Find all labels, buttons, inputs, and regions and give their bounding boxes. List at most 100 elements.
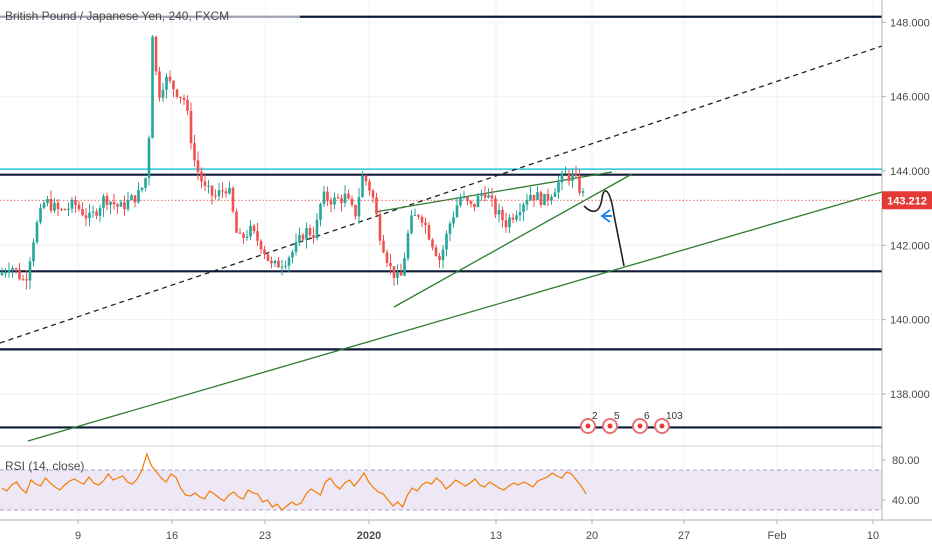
- candle-body: [273, 260, 277, 264]
- rsi-band: [0, 470, 882, 510]
- candle-body: [95, 211, 98, 216]
- candles: [0, 35, 585, 290]
- candle-body: [291, 251, 294, 258]
- candle-body: [144, 178, 147, 188]
- candle-body: [28, 261, 32, 281]
- candle-body: [504, 220, 508, 228]
- event-count: 6: [644, 411, 650, 422]
- event-markers: 2 5 6 103: [580, 411, 683, 434]
- candle-body: [46, 199, 49, 204]
- horizontal-levels: [0, 15, 882, 429]
- candle-body: [158, 71, 161, 98]
- candle-body: [567, 173, 571, 181]
- candle-body: [434, 247, 438, 256]
- candle-body: [119, 202, 123, 207]
- trend-drawings: [0, 45, 883, 442]
- chart-title: British Pound / Japanese Yen, 240, FXCM: [5, 9, 229, 23]
- candle-body: [277, 260, 280, 268]
- candle-body: [364, 175, 368, 182]
- candle-body: [532, 194, 536, 201]
- candle-body: [431, 239, 434, 248]
- candle-body: [193, 143, 196, 161]
- candle-body: [312, 235, 315, 239]
- candle-body: [578, 176, 581, 193]
- time-tick-label: Feb: [768, 530, 787, 542]
- time-tick-label: 20: [586, 530, 598, 542]
- candle-body: [301, 234, 305, 240]
- candle-body: [256, 231, 259, 241]
- candle-body: [287, 257, 291, 266]
- event-marker-dot: [637, 423, 643, 429]
- candle-body: [81, 209, 84, 216]
- candle-body: [39, 207, 42, 223]
- candle-body: [382, 240, 385, 253]
- rsi-tick-label: 80.00: [892, 455, 920, 467]
- price-axis: [882, 0, 932, 520]
- candle-body: [123, 202, 126, 210]
- candle-body: [130, 195, 133, 201]
- candle-body: [63, 209, 67, 211]
- time-tick-label: 9: [75, 530, 81, 542]
- time-tick-label: 13: [490, 530, 502, 542]
- wedge-lower-line: [393, 173, 633, 308]
- candle-body: [60, 209, 63, 211]
- candle-body: [105, 196, 109, 205]
- candle-body: [203, 181, 207, 186]
- candle-body: [487, 195, 490, 198]
- candle-body: [448, 223, 452, 234]
- candle-body: [116, 204, 119, 207]
- candle-body: [508, 217, 511, 228]
- candle-body: [112, 201, 116, 205]
- candle-body: [207, 185, 210, 187]
- candle-body: [497, 209, 501, 215]
- candle-body: [427, 225, 431, 240]
- candle-body: [263, 249, 266, 255]
- candle-body: [56, 202, 60, 210]
- candle-body: [84, 215, 88, 219]
- candle-body: [53, 202, 56, 211]
- candle-body: [98, 208, 102, 216]
- price-tick-label: 140.000: [890, 315, 930, 327]
- candle-body: [151, 36, 154, 139]
- candle-body: [14, 268, 18, 270]
- candle-body: [357, 197, 361, 217]
- candle-body: [529, 194, 532, 201]
- price-tick-label: 148.000: [890, 17, 930, 29]
- candle-body: [88, 212, 91, 219]
- candle-body: [109, 201, 112, 205]
- time-axis-ticks: 9 16 23 2020 13 20 27 Feb 10: [75, 520, 879, 542]
- candle-body: [455, 205, 459, 218]
- candle-body: [557, 182, 560, 193]
- candle-body: [259, 240, 263, 250]
- candle-body: [469, 200, 473, 204]
- candle-body: [305, 228, 308, 240]
- rsi-title: RSI (14, close): [5, 459, 84, 473]
- event-marker-dot: [659, 423, 665, 429]
- candle-body: [172, 80, 175, 90]
- last-price-badge: [882, 191, 932, 210]
- candle-body: [375, 197, 378, 215]
- candle-body: [343, 193, 347, 203]
- time-tick-label: 2020: [357, 530, 381, 542]
- candle-body: [242, 233, 245, 238]
- projection-path: [583, 190, 625, 267]
- candle-body: [179, 96, 182, 98]
- candle-body: [182, 97, 186, 101]
- candle-body: [74, 199, 77, 205]
- candle-body: [147, 138, 151, 179]
- event-count: 5: [614, 411, 620, 422]
- candle-body: [308, 228, 312, 236]
- candle-body: [165, 76, 168, 90]
- candle-body: [466, 197, 469, 201]
- candle-body: [284, 265, 287, 267]
- candle-body: [368, 181, 371, 191]
- candle-body: [91, 211, 95, 213]
- candle-body: [186, 100, 189, 111]
- candle-body: [280, 266, 284, 268]
- candle-body: [322, 191, 326, 204]
- candle-body: [154, 36, 158, 72]
- candle-body: [371, 190, 375, 198]
- candle-body: [550, 196, 553, 201]
- candle-body: [231, 187, 235, 212]
- candle-body: [389, 262, 392, 267]
